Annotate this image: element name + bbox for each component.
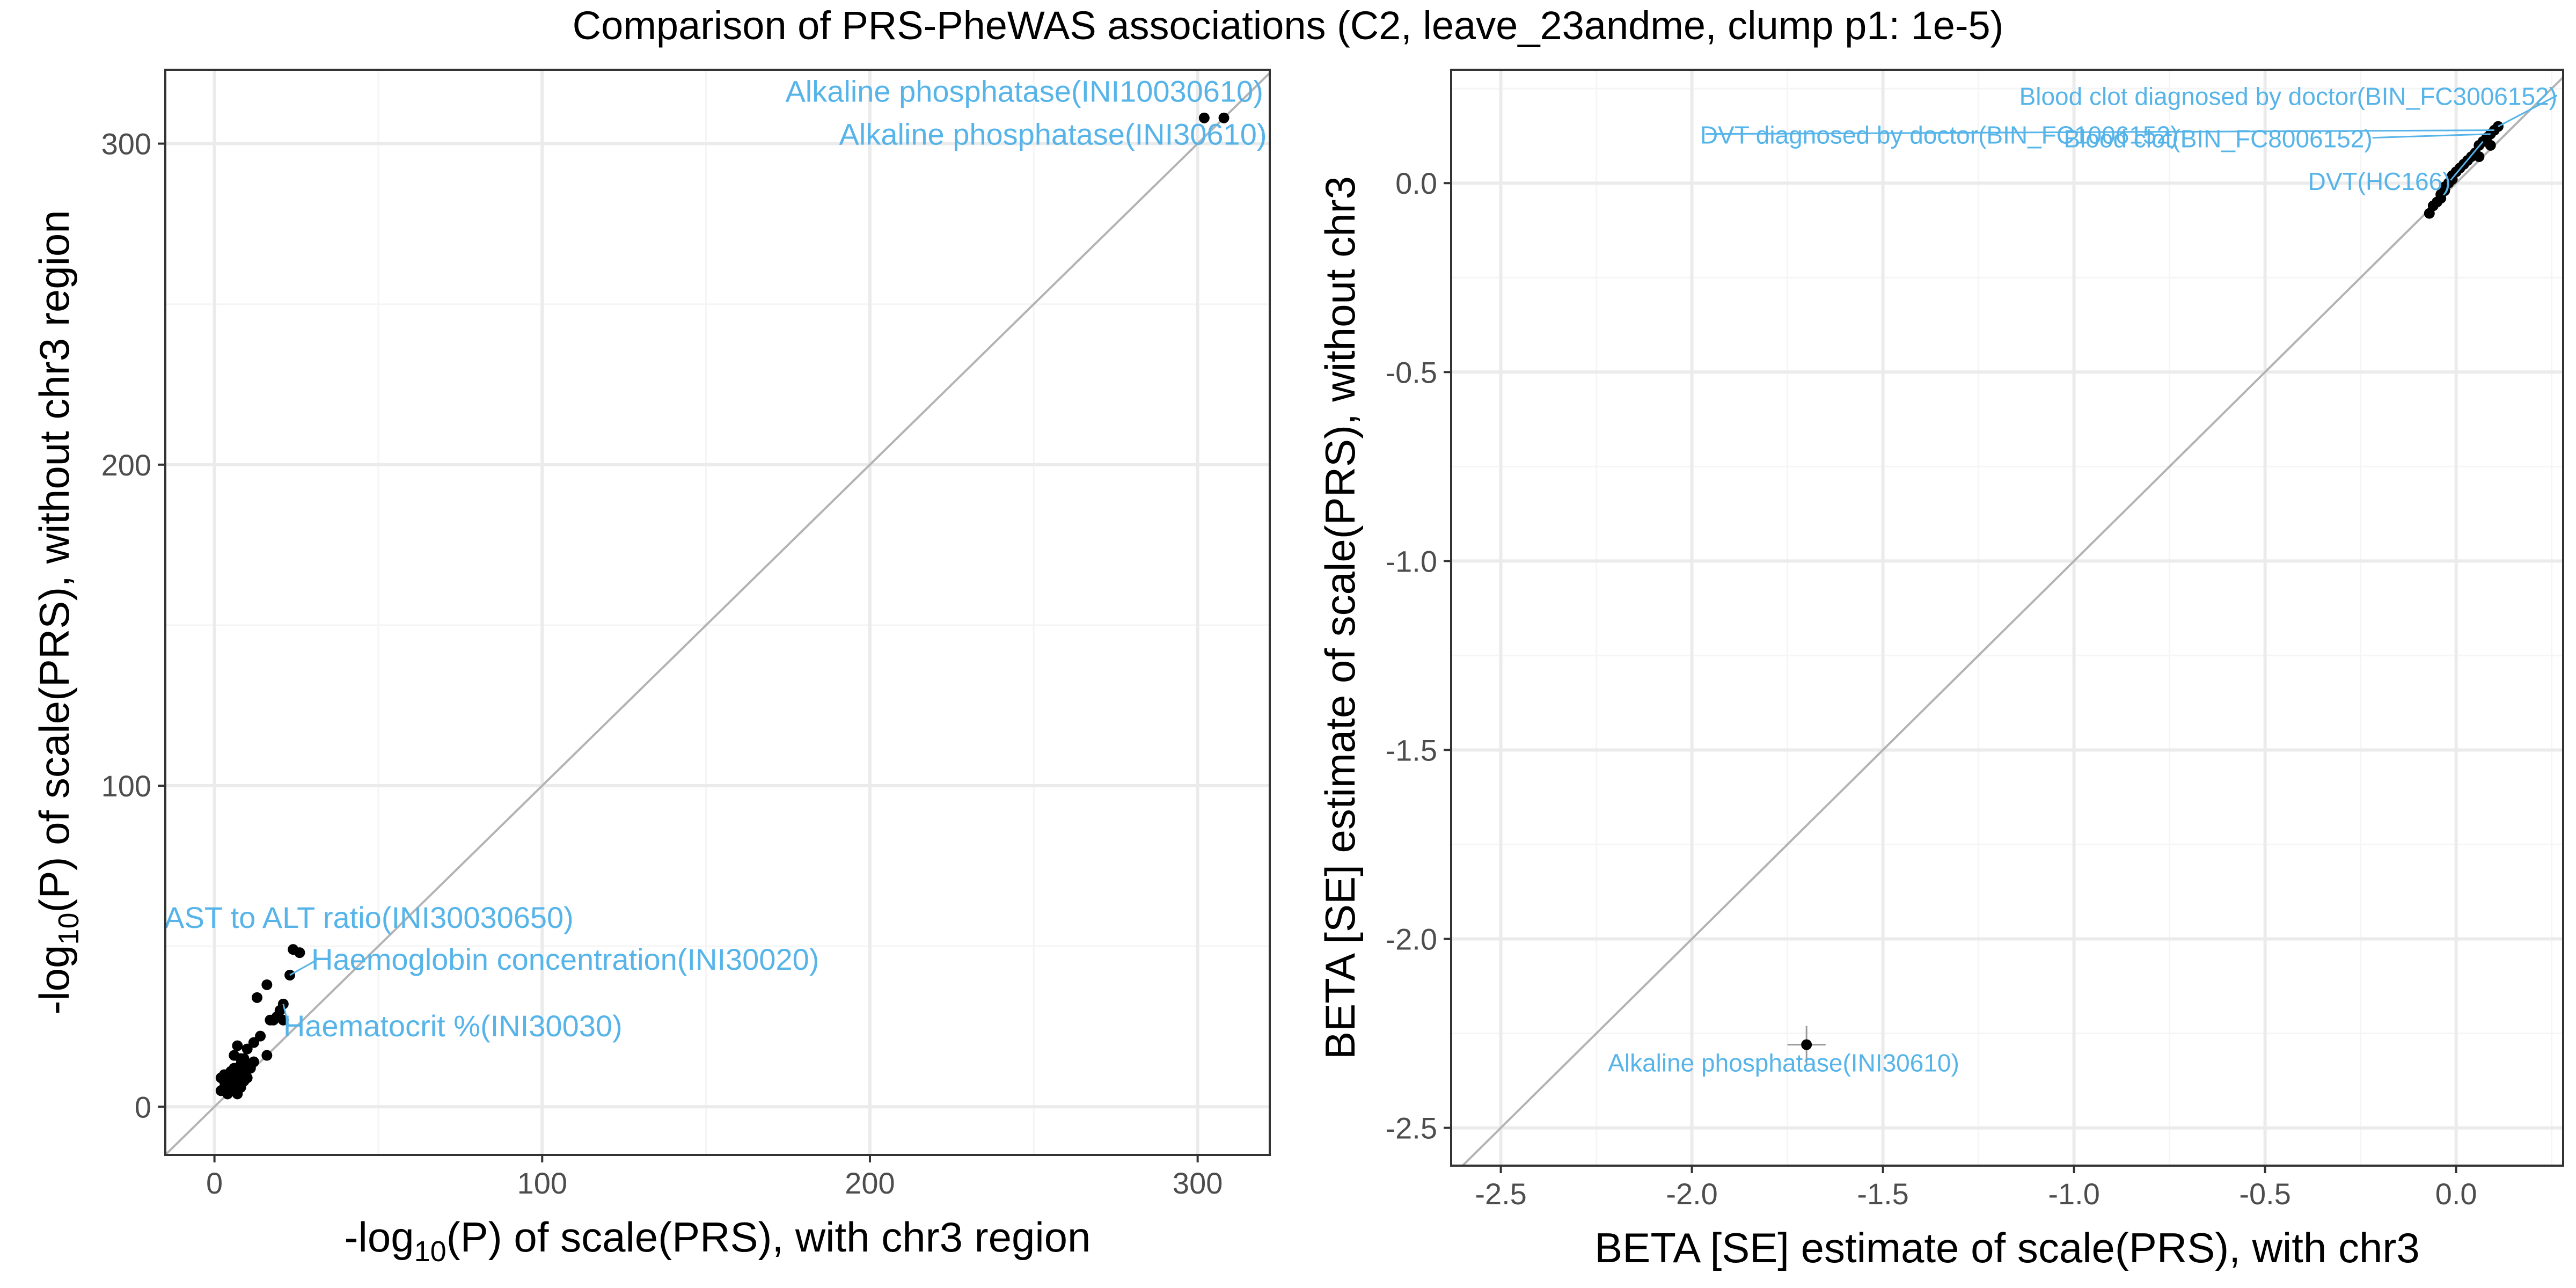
x-tick-label: 0 (206, 1166, 223, 1200)
x-axis-title: -log10(P) of scale(PRS), with chr3 regio… (345, 1213, 1091, 1268)
y-tick-label: 100 (101, 769, 151, 803)
x-axis-title: BETA [SE] estimate of scale(PRS), with c… (1594, 1224, 2419, 1271)
panel-background (1451, 70, 2563, 1166)
y-tick-label: -1.0 (1386, 544, 1438, 578)
data-point (1198, 112, 1210, 123)
annotation-label: Blood clot diagnosed by doctor(BIN_FC300… (2019, 83, 2557, 111)
data-point (229, 1063, 240, 1074)
data-point (215, 1085, 226, 1096)
annotation-label: Alkaline phosphatase(INI10030610) (785, 75, 1263, 108)
data-point (1218, 112, 1230, 123)
data-point (241, 1043, 253, 1055)
x-tick-label: -1.0 (2048, 1177, 2100, 1211)
data-point (218, 1069, 230, 1080)
x-tick-label: -2.0 (1666, 1177, 1718, 1211)
data-point (232, 1040, 243, 1051)
axis-title-text: -log (31, 945, 78, 1015)
identity-line (164, 72, 1271, 1156)
annotation-label: DVT diagnosed by doctor(BIN_FC1006152) (1700, 121, 2179, 149)
x-tick-label: -1.5 (1857, 1177, 1909, 1211)
y-axis-title: BETA [SE] estimate of scale(PRS), withou… (1316, 176, 1364, 1059)
annotation-leader (289, 959, 317, 976)
right-panel: Blood clot diagnosed by doctor(BIN_FC300… (1316, 69, 2564, 1271)
data-point (261, 979, 273, 990)
identity-line (1461, 76, 2564, 1167)
chart-title: Comparison of PRS-PheWAS associations (C… (572, 3, 2004, 48)
y-tick-label: 0.0 (1395, 166, 1437, 200)
x-tick-label: 200 (845, 1166, 895, 1200)
y-tick-label: 200 (101, 448, 151, 482)
x-tick-label: 0.0 (2435, 1177, 2477, 1211)
annotation-leader (2450, 141, 2484, 181)
data-point (261, 1050, 273, 1061)
x-tick-label: -0.5 (2239, 1177, 2291, 1211)
axis-title-subscript: 10 (53, 913, 85, 945)
annotation-label: Alkaline phosphatase(INI30610) (839, 118, 1267, 151)
data-point (225, 1085, 237, 1096)
data-point (238, 1069, 250, 1080)
data-point (2485, 140, 2496, 151)
axis-title-text: -log (345, 1213, 414, 1261)
y-tick-label: 0 (135, 1090, 151, 1124)
annotation-label: DVT(HC166) (2308, 167, 2451, 195)
data-point (248, 1037, 259, 1048)
x-tick-label: 300 (1173, 1166, 1223, 1200)
annotation-label: Blood clot(BIN_FC8006152) (2063, 125, 2372, 153)
annotation-label: Alkaline phosphatase(INI30610) (1608, 1049, 1959, 1077)
data-point (265, 1014, 276, 1026)
annotation-label: AST to ALT ratio(INI30030650) (164, 901, 574, 934)
y-tick-label: -2.5 (1386, 1111, 1438, 1145)
axis-title-text: (P) of scale(PRS), without chr3 region (31, 210, 78, 912)
annotation-leader (2498, 94, 2558, 127)
annotation-label: Haemoglobin concentration(INI30020) (311, 942, 819, 976)
left-panel: Alkaline phosphatase(INI10030610) Alkalin… (31, 69, 1271, 1268)
data-point (255, 1030, 266, 1042)
data-point (232, 1075, 243, 1087)
annotation-leader (2372, 133, 2491, 139)
y-tick-label: -0.5 (1386, 355, 1438, 389)
x-tick-label: 100 (517, 1166, 567, 1200)
data-point (241, 1059, 253, 1071)
panel-border (164, 69, 1271, 1156)
y-tick-label: 300 (101, 127, 151, 161)
data-point (251, 992, 262, 1003)
axis-title-subscript: 10 (414, 1235, 447, 1268)
data-point (235, 1053, 246, 1064)
axis-title-text: (P) of scale(PRS), with chr3 region (447, 1213, 1091, 1261)
data-point (2473, 151, 2485, 162)
data-point (2424, 208, 2435, 219)
x-tick-label: -2.5 (1475, 1177, 1527, 1211)
data-point (294, 947, 305, 958)
annotation-label: Haematocrit %(INI30030) (283, 1009, 623, 1043)
annotation-leader (1705, 129, 2494, 135)
data-point (1801, 1039, 1812, 1050)
y-axis-title: -log10(P) of scale(PRS), without chr3 re… (31, 210, 85, 1014)
y-tick-label: -2.0 (1386, 923, 1438, 956)
y-tick-label: -1.5 (1386, 733, 1438, 767)
annotation-leader (282, 1004, 290, 1027)
panel-border (1450, 69, 2564, 1167)
